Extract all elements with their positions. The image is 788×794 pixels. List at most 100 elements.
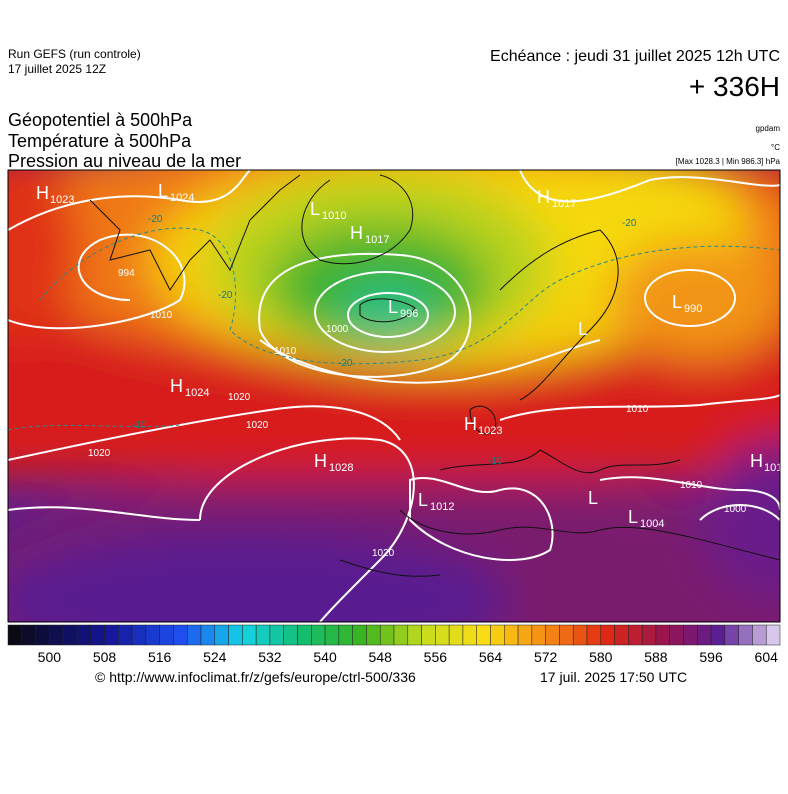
colorbar-swatch <box>641 624 657 646</box>
colorbar-swatch <box>255 624 271 646</box>
colorbar-swatch <box>186 624 202 646</box>
colorbar-swatch <box>435 624 450 646</box>
center-letter: H <box>170 376 183 396</box>
colorbar: 500 508 516 524 532 540 548 556 564 572 580 588 596 6… <box>7 624 781 665</box>
run-label: Run GEFS (run controle) <box>8 47 141 61</box>
pressure-centers: H 1023 L 1024 L 1010 H 1017 L 996 H 1017 L 990 … <box>36 181 780 530</box>
colorbar-swatch <box>21 624 36 646</box>
center-letter: L <box>418 490 428 510</box>
colorbar-swatch <box>90 624 105 646</box>
isobar-label: 1020 <box>228 392 251 403</box>
colorbar-label: 564 <box>479 649 503 665</box>
center-letter: L <box>388 297 398 317</box>
generated-time: 17 juil. 2025 17:50 UTC <box>540 669 687 685</box>
colorbar-swatch <box>586 624 602 646</box>
colorbar-swatch <box>145 624 160 646</box>
center-letter: H <box>314 451 327 471</box>
center-value: 996 <box>400 308 418 320</box>
colorbar-swatch <box>655 624 670 646</box>
colorbar-swatch <box>531 624 546 646</box>
colorbar-swatch <box>35 624 50 646</box>
colorbar-label: 596 <box>699 649 723 665</box>
colorbar-swatch <box>710 624 726 646</box>
isotherm-label: -10 <box>488 456 503 467</box>
isobar-label: 1010 <box>150 310 173 321</box>
colorbar-swatch <box>738 624 753 646</box>
colorbar-swatch <box>76 624 91 646</box>
isobar-label: 1020 <box>372 548 395 559</box>
colorbar-swatch <box>476 624 491 646</box>
center-value: 1017 <box>552 198 576 210</box>
isobar-label: 1010 <box>626 404 649 415</box>
unit-label: [Max 1028.3 | Min 986.3] hPa <box>676 157 781 166</box>
center-letter: L <box>628 507 638 527</box>
colorbar-swatch <box>421 624 436 646</box>
unit-label: gpdam <box>756 124 781 133</box>
colorbar-swatch <box>269 624 284 646</box>
isobars <box>8 170 780 622</box>
title-line: Température à 500hPa <box>8 131 192 151</box>
colorbar-swatch <box>49 624 64 646</box>
colorbar-label: 524 <box>203 649 227 665</box>
colorbar-label: 604 <box>755 649 779 665</box>
map: H 1023 L 1024 L 1010 H 1017 L 996 H 1017 L 990 … <box>8 170 780 622</box>
colorbar-swatch <box>379 624 395 646</box>
colorbar-swatch <box>324 624 340 646</box>
colorbar-label: 540 <box>313 649 337 665</box>
colorbar-swatch <box>62 624 78 646</box>
colorbar-swatch <box>407 624 422 646</box>
center-value: 990 <box>684 303 702 315</box>
run-date: 17 juillet 2025 12Z <box>8 62 106 76</box>
colorbar-swatch <box>683 624 698 646</box>
colorbar-swatch <box>517 624 533 646</box>
center-letter: L <box>158 181 168 201</box>
colorbar-swatch <box>200 624 216 646</box>
colorbar-swatch <box>366 624 381 646</box>
colorbar-swatch <box>283 624 298 646</box>
title-line: Pression au niveau de la mer <box>8 151 241 171</box>
isobar-labels: 994 1010 1020 1020 1020 1000 1010 1020 1… <box>88 268 747 559</box>
colorbar-swatch <box>338 624 353 646</box>
center-letter: L <box>578 319 588 339</box>
title-line: Géopotentiel à 500hPa <box>8 110 193 130</box>
colorbar-swatch <box>765 624 781 646</box>
isotherm-label: -10 <box>132 420 147 431</box>
colorbar-swatch <box>214 624 229 646</box>
isotherm-label: -20 <box>148 214 163 225</box>
isobar-label: 1000 <box>326 324 349 335</box>
colorbar-label: 508 <box>93 649 117 665</box>
isobar-label: 1010 <box>680 480 703 491</box>
colorbar-label: 500 <box>38 649 62 665</box>
colorbar-swatch <box>572 624 588 646</box>
isotherm-labels: -20 -20 -20 -20 -10 -10 <box>132 214 637 467</box>
colorbar-swatch <box>628 624 643 646</box>
isobar-label: 994 <box>118 268 135 279</box>
isotherm-label: -20 <box>218 290 233 301</box>
center-value: 1017 <box>365 234 389 246</box>
center-letter: H <box>750 451 763 471</box>
colorbar-swatch <box>242 624 257 646</box>
coastlines <box>89 174 780 577</box>
unit-label: °C <box>771 143 780 152</box>
isobar-label: 1020 <box>88 448 111 459</box>
colorbar-label: 580 <box>589 649 613 665</box>
source-link: © http://www.infoclimat.fr/z/gefs/europe… <box>95 669 416 685</box>
center-letter: L <box>672 292 682 312</box>
colorbar-swatch <box>669 624 684 646</box>
isotherms <box>8 227 780 431</box>
isobar-label: 1000 <box>724 504 747 515</box>
center-letter: H <box>537 187 550 207</box>
colorbar-label: 548 <box>369 649 393 665</box>
isobar-label: 1010 <box>274 346 297 357</box>
center-letter: H <box>350 223 363 243</box>
colorbar-swatch <box>393 624 409 646</box>
colorbar-swatch <box>448 624 464 646</box>
colorbar-label: 556 <box>424 649 448 665</box>
center-value: 1004 <box>640 518 664 530</box>
colorbar-swatch <box>504 624 519 646</box>
colorbar-swatch <box>545 624 560 646</box>
center-letter: L <box>310 199 320 219</box>
colorbar-swatch <box>724 624 739 646</box>
